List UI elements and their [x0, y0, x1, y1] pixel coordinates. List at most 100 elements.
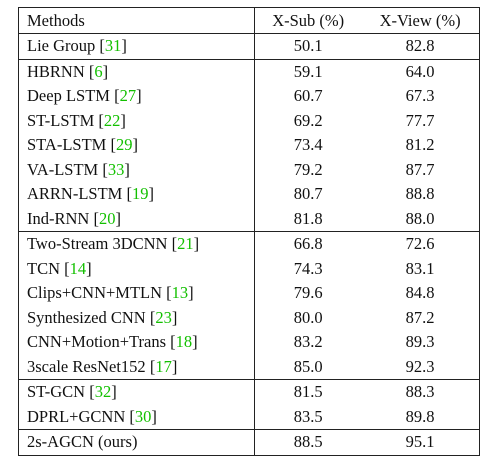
x-view-cell: 89.3	[361, 330, 481, 355]
method-cell: Deep LSTM [27]	[17, 84, 256, 109]
citation-link[interactable]: 21	[177, 234, 194, 254]
method-cell: Synthesized CNN [23]	[17, 305, 256, 330]
table-body: Lie Group [31] 50.1 82.8 HBRNN [6] 59.1 64.0 D…	[17, 33, 481, 456]
table-row: Two-Stream 3DCNN [21] 66.8 72.6	[17, 231, 481, 257]
method-name: Lie Group	[27, 36, 100, 56]
method-name: Clips+CNN+MTLN	[27, 283, 167, 303]
citation-bracket-close: ]	[120, 110, 126, 130]
citation-bracket-open: [	[166, 283, 172, 303]
x-view-cell: 87.7	[361, 157, 481, 182]
citation-link[interactable]: 22	[103, 110, 121, 130]
citation-link[interactable]: 18	[175, 332, 193, 352]
citation-bracket-close: ]	[111, 382, 117, 402]
method-cell: ST-GCN [32]	[17, 379, 256, 405]
method-name: Synthesized CNN	[27, 307, 150, 327]
method-name: HBRNN	[27, 61, 89, 81]
table-row: DPRL+GCNN [30] 83.5 89.8	[17, 404, 481, 430]
citation-bracket-close: ]	[86, 258, 92, 278]
citation-link[interactable]: 23	[155, 307, 172, 327]
method-cell: DPRL+GCNN [30]	[17, 404, 256, 430]
citation-bracket-open: [	[93, 208, 99, 228]
citation-link[interactable]: 14	[69, 258, 87, 278]
method-name: ARRN-LSTM	[27, 184, 127, 204]
citation-bracket-open: [	[149, 307, 156, 327]
citation-link[interactable]: 19	[131, 184, 149, 204]
table-row: Deep LSTM [27] 60.7 67.3	[17, 84, 481, 109]
citation-bracket-open: [	[170, 332, 176, 352]
citation-link[interactable]: 33	[107, 159, 125, 179]
citation-bracket-close: ]	[121, 36, 127, 56]
x-view-cell: 95.1	[361, 429, 481, 456]
table-row: Lie Group [31] 50.1 82.8	[17, 33, 481, 59]
method-name: Ind-RNN	[27, 208, 94, 228]
method-cell: ST-LSTM [22]	[17, 108, 256, 133]
method-cell: VA-LSTM [33]	[17, 157, 256, 182]
x-view-cell: 81.2	[361, 133, 481, 158]
method-name: Deep LSTM	[27, 86, 115, 106]
method-cell: Lie Group [31]	[17, 33, 256, 59]
citation-link[interactable]: 30	[134, 406, 152, 426]
x-sub-cell: 83.5	[293, 406, 323, 426]
citation-link[interactable]: 32	[94, 382, 112, 402]
citation-link[interactable]: 13	[171, 283, 189, 303]
x-sub-cell: 59.1	[254, 58, 362, 84]
method-name: CNN+Motion+Trans	[27, 332, 171, 352]
citation-bracket-close: ]	[192, 332, 198, 352]
results-table-container: Methods X-Sub (%) X-View (%) Lie Group […	[17, 7, 481, 456]
x-sub-cell: 81.8	[293, 208, 323, 228]
citation-bracket-close: ]	[171, 307, 178, 327]
citation-bracket-open: [	[99, 36, 105, 56]
citation-bracket-open: [	[102, 159, 108, 179]
table-row: TCN [14] 74.3 83.1	[17, 256, 481, 281]
citation-link[interactable]: 20	[98, 208, 116, 228]
method-cell: CNN+Motion+Trans [18]	[17, 330, 256, 355]
table-row: Clips+CNN+MTLN [13] 79.6 84.8	[17, 281, 481, 306]
x-sub-cell: 83.2	[293, 332, 323, 352]
x-sub-cell: 80.7	[293, 184, 323, 204]
citation-bracket-close: ]	[102, 61, 109, 81]
x-sub-cell: 73.4	[293, 135, 323, 155]
citation-bracket-close: ]	[132, 135, 138, 155]
citation-bracket-close: ]	[193, 234, 200, 254]
header-methods: Methods	[17, 7, 256, 34]
citation-bracket-close: ]	[151, 406, 157, 426]
x-view-cell: 67.3	[361, 84, 481, 109]
x-view-cell: 72.6	[361, 231, 481, 257]
table-row: HBRNN [6] 59.1 64.0	[17, 58, 481, 84]
method-cell: 2s-AGCN (ours)	[17, 429, 256, 456]
citation-link[interactable]: 6	[94, 61, 103, 81]
x-view-cell: 89.8	[361, 404, 481, 430]
table-row: VA-LSTM [33] 79.2 87.7	[17, 157, 481, 182]
method-cell: ARRN-LSTM [19]	[17, 182, 256, 207]
table-row: STA-LSTM [29] 73.4 81.2	[17, 133, 481, 158]
citation-bracket-open: [	[126, 184, 132, 204]
method-cell: 3scale ResNet152 [17]	[17, 354, 256, 380]
citation-bracket-open: [	[110, 135, 116, 155]
method-name: TCN	[27, 258, 65, 278]
citation-link[interactable]: 17	[155, 356, 172, 376]
x-view-cell: 88.0	[361, 206, 481, 232]
citation-bracket-close: ]	[115, 208, 121, 228]
header-x-view: X-View (%)	[361, 7, 481, 34]
x-sub-cell: 66.8	[254, 231, 362, 257]
x-sub-cell: 60.7	[293, 86, 323, 106]
citation-bracket-close: ]	[171, 356, 178, 376]
x-view-cell: 88.3	[361, 379, 481, 405]
x-view-cell: 88.8	[361, 182, 481, 207]
table-row: Ind-RNN [20] 81.8 88.0	[17, 206, 481, 232]
table-row: 2s-AGCN (ours) 88.5 95.1	[17, 429, 481, 456]
citation-bracket-open: [	[129, 406, 135, 426]
method-cell: Clips+CNN+MTLN [13]	[17, 281, 256, 306]
x-sub-cell: 69.2	[293, 110, 323, 130]
method-cell: Two-Stream 3DCNN [21]	[17, 231, 256, 257]
citation-link[interactable]: 31	[104, 36, 122, 56]
method-cell: TCN [14]	[17, 256, 256, 281]
citation-link[interactable]: 27	[119, 86, 137, 106]
x-view-cell: 64.0	[361, 58, 481, 84]
x-sub-cell: 79.2	[293, 159, 323, 179]
citation-bracket-open: [	[89, 382, 95, 402]
citation-link[interactable]: 29	[115, 135, 133, 155]
header-x-sub: X-Sub (%)	[254, 7, 362, 34]
table-row: ST-GCN [32] 81.5 88.3	[17, 379, 481, 405]
method-name: DPRL+GCNN	[27, 406, 130, 426]
